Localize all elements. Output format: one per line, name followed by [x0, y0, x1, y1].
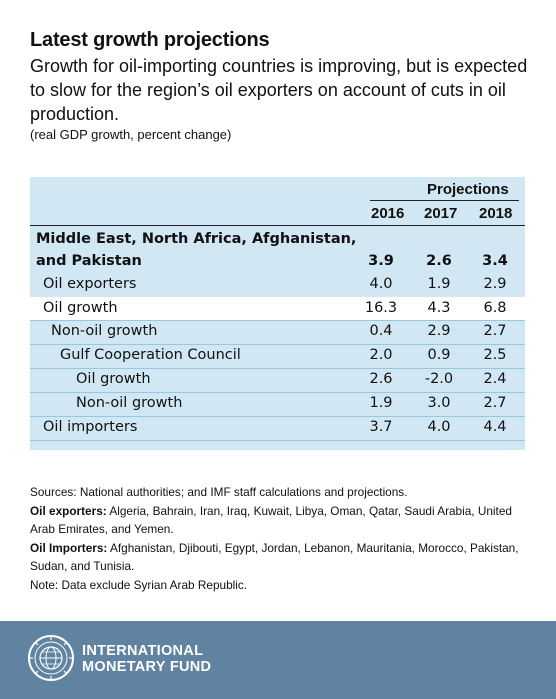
row-separator [30, 344, 525, 345]
header-divider [30, 225, 525, 226]
row-label: Oil exporters [43, 276, 137, 292]
imf-logo-text: INTERNATIONAL MONETARY FUND [82, 643, 211, 675]
value-cell-2016: 4.0 [369, 276, 393, 292]
row-separator [30, 440, 525, 441]
row-separator [30, 320, 525, 321]
table-row: Oil growth 16.3 4.3 6.8 [30, 297, 525, 320]
value-cell-2017: 3.0 [427, 395, 451, 411]
table-row: Gulf Cooperation Council 2.0 0.9 2.5 [30, 344, 525, 368]
org-name-line1: INTERNATIONAL [82, 643, 204, 659]
value-cell-2016: 3.9 [368, 253, 394, 269]
column-header-2016: 2016 [371, 205, 405, 222]
row-label: Middle East, North Africa, Afghanistan, [36, 231, 357, 247]
row-label: Oil importers [43, 419, 138, 435]
value-cell-2018: 2.4 [483, 371, 507, 387]
value-cell-2016: 0.4 [369, 323, 393, 339]
row-label: Oil growth [43, 300, 118, 316]
value-cell-2018: 4.4 [483, 419, 507, 435]
exporters-list: Algeria, Bahrain, Iran, Iraq, Kuwait, Li… [30, 503, 512, 537]
importers-list: Afghanistan, Djibouti, Egypt, Jordan, Le… [30, 540, 519, 574]
value-cell-2017: -2.0 [424, 371, 454, 387]
column-header-2018: 2018 [479, 205, 513, 222]
value-cell-2016: 2.0 [369, 347, 393, 363]
importers-note: Oil Importers: Afghanistan, Djibouti, Eg… [30, 539, 530, 576]
table-row: Non-oil growth 1.9 3.0 2.7 [30, 392, 525, 416]
value-cell-2018: 2.7 [483, 323, 507, 339]
value-cell-2017: 0.9 [427, 347, 451, 363]
value-cell-2016: 3.7 [369, 419, 393, 435]
value-cell-2017: 4.0 [427, 419, 451, 435]
sources-note: Sources: National authorities; and IMF s… [30, 485, 408, 499]
table-row: Middle East, North Africa, Afghanistan, a… [30, 228, 525, 273]
row-label: Oil growth [76, 371, 151, 387]
importers-label: Oil Importers: [30, 540, 108, 555]
row-label: and Pakistan [36, 253, 142, 269]
unit-note: (real GDP growth, percent change) [30, 127, 232, 142]
imf-seal-icon [28, 635, 74, 681]
footer-bar [0, 621, 556, 699]
table-row: Oil growth 2.6 -2.0 2.4 [30, 368, 525, 392]
projections-header: Projections [427, 181, 509, 198]
org-name-line2: MONETARY FUND [82, 659, 212, 675]
row-label: Non-oil growth [51, 323, 158, 339]
table-row: Oil importers 3.7 4.0 4.4 [30, 416, 525, 440]
row-separator [30, 416, 525, 417]
value-cell-2016: 2.6 [369, 371, 393, 387]
row-separator [30, 368, 525, 369]
projections-underline [370, 200, 519, 201]
value-cell-2018: 2.9 [483, 276, 507, 292]
value-cell-2017: 2.6 [426, 253, 452, 269]
value-cell-2018: 6.8 [483, 300, 507, 316]
value-cell-2017: 4.3 [427, 300, 451, 316]
value-cell-2016: 1.9 [369, 395, 393, 411]
value-cell-2017: 2.9 [427, 323, 451, 339]
row-label: Gulf Cooperation Council [60, 347, 241, 363]
page-subtitle: Growth for oil-importing countries is im… [30, 56, 528, 124]
exporters-label: Oil exporters: [30, 503, 107, 518]
row-separator [30, 392, 525, 393]
table-row: Oil exporters 4.0 1.9 2.9 [30, 273, 525, 297]
value-cell-2017: 1.9 [427, 276, 451, 292]
exclusion-note: Note: Data exclude Syrian Arab Republic. [30, 577, 248, 592]
notes: Sources: National authorities; and IMF s… [30, 483, 530, 595]
value-cell-2018: 2.5 [483, 347, 507, 363]
row-label: Non-oil growth [76, 395, 183, 411]
column-header-2017: 2017 [424, 205, 458, 222]
value-cell-2018: 3.4 [482, 253, 508, 269]
value-cell-2018: 2.7 [483, 395, 507, 411]
table-row: Non-oil growth 0.4 2.9 2.7 [30, 320, 525, 344]
page-title: Latest growth projections [30, 29, 270, 51]
value-cell-2016: 16.3 [364, 300, 398, 316]
exporters-note: Oil exporters: Algeria, Bahrain, Iran, I… [30, 502, 530, 539]
